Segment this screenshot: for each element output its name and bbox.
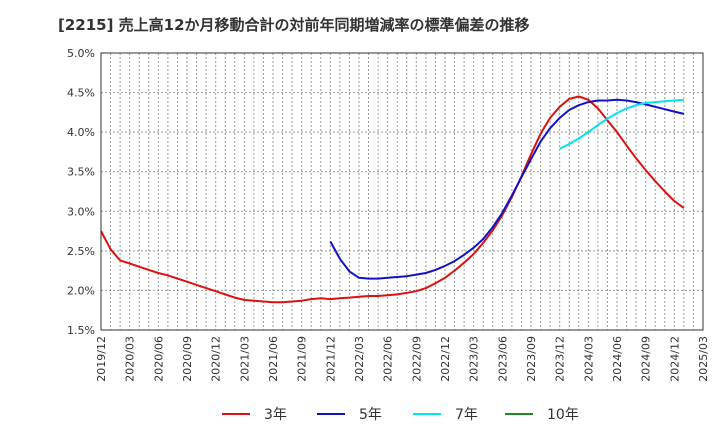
y-axis: 1.5% 2.0% 2.5% 3.0% 3.5% 4.0% 4.5% 5.0% (67, 47, 95, 337)
plot-border (100, 52, 704, 331)
legend-label: 5年 (359, 407, 382, 423)
series-lines (100, 95, 685, 304)
y-tick-label: 5.0% (67, 47, 95, 60)
x-tick-label: 2023/06 (496, 336, 509, 382)
y-tick-label: 4.0% (67, 126, 95, 139)
x-axis: 2019/12 2020/03 2020/06 2020/09 2020/12 2021/… (95, 336, 710, 382)
x-tick-label: 2022/09 (410, 336, 423, 382)
x-tick-label: 2024/06 (611, 336, 624, 382)
x-tick-label: 2022/06 (382, 336, 395, 382)
series-line (100, 95, 685, 304)
x-tick-label: 2024/09 (640, 336, 653, 382)
chart-title: [2215] 売上高12か月移動合計の対前年同期増減率の標準偏差の推移 (58, 16, 530, 34)
x-tick-label: 2021/06 (267, 336, 280, 382)
y-tick-label: 2.5% (67, 245, 95, 258)
x-tick-label: 2023/03 (468, 336, 481, 382)
legend-label: 7年 (455, 407, 478, 423)
y-tick-label: 2.0% (67, 284, 95, 297)
y-tick-label: 1.5% (67, 324, 95, 337)
x-tick-label: 2021/09 (296, 336, 309, 382)
y-tick-label: 4.5% (67, 87, 95, 100)
x-tick-label: 2020/03 (124, 336, 137, 382)
x-tick-label: 2020/12 (210, 336, 223, 382)
x-tick-label: 2021/12 (324, 336, 337, 382)
legend-label: 10年 (547, 407, 579, 423)
x-tick-label: 2022/12 (439, 336, 452, 382)
y-tick-label: 3.0% (67, 205, 95, 218)
x-tick-label: 2023/09 (525, 336, 538, 382)
series-line (559, 98, 684, 150)
x-tick-label: 2024/03 (582, 336, 595, 382)
legend: 3年 5年 7年 10年 (222, 407, 579, 423)
x-tick-label: 2020/06 (152, 336, 165, 382)
x-tick-label: 2025/03 (697, 336, 710, 382)
x-tick-label: 2023/12 (554, 336, 567, 382)
x-tick-label: 2024/12 (668, 336, 681, 382)
y-tick-label: 3.5% (67, 166, 95, 179)
x-tick-label: 2021/03 (238, 336, 251, 382)
series-line (329, 98, 685, 280)
x-tick-label: 2020/09 (181, 336, 194, 382)
legend-label: 3年 (264, 407, 287, 423)
x-tick-label: 2019/12 (95, 336, 108, 382)
plot-area (101, 53, 703, 330)
x-tick-label: 2022/03 (353, 336, 366, 382)
